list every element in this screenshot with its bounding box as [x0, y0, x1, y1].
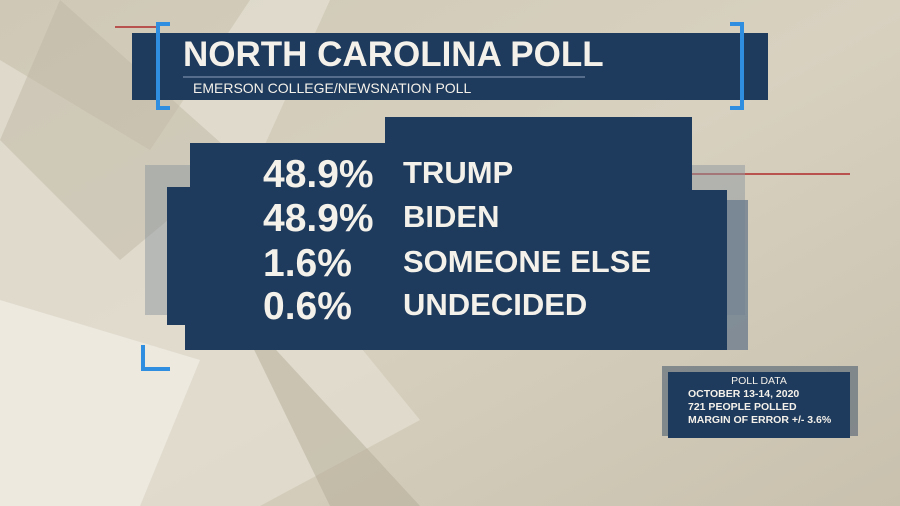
- percent: 0.6%: [263, 285, 352, 328]
- header-box: [132, 33, 768, 100]
- poll-data-line: MARGIN OF ERROR +/- 3.6%: [688, 414, 832, 426]
- percent: 1.6%: [263, 242, 352, 285]
- star-shape: [230, 300, 420, 506]
- candidate: UNDECIDED: [403, 287, 587, 322]
- subtitle: EMERSON COLLEGE/NEWSNATION POLL: [193, 80, 471, 96]
- results-box: [167, 117, 727, 350]
- title: NORTH CAROLINA POLL: [183, 35, 604, 74]
- percent: 48.9%: [263, 153, 374, 196]
- poll-data-title: POLL DATA: [731, 375, 787, 387]
- star-shape: [0, 300, 200, 506]
- candidate: SOMEONE ELSE: [403, 244, 651, 279]
- bracket: [156, 22, 170, 110]
- bracket: [730, 22, 744, 110]
- poll-data-line: 721 PEOPLE POLLED: [688, 401, 797, 413]
- percent: 48.9%: [263, 197, 374, 240]
- poll-data-box: [668, 372, 850, 438]
- candidate: BIDEN: [403, 199, 499, 234]
- candidate: TRUMP: [403, 155, 513, 190]
- bracket: [141, 345, 170, 371]
- poll-data-line: OCTOBER 13-14, 2020: [688, 388, 799, 400]
